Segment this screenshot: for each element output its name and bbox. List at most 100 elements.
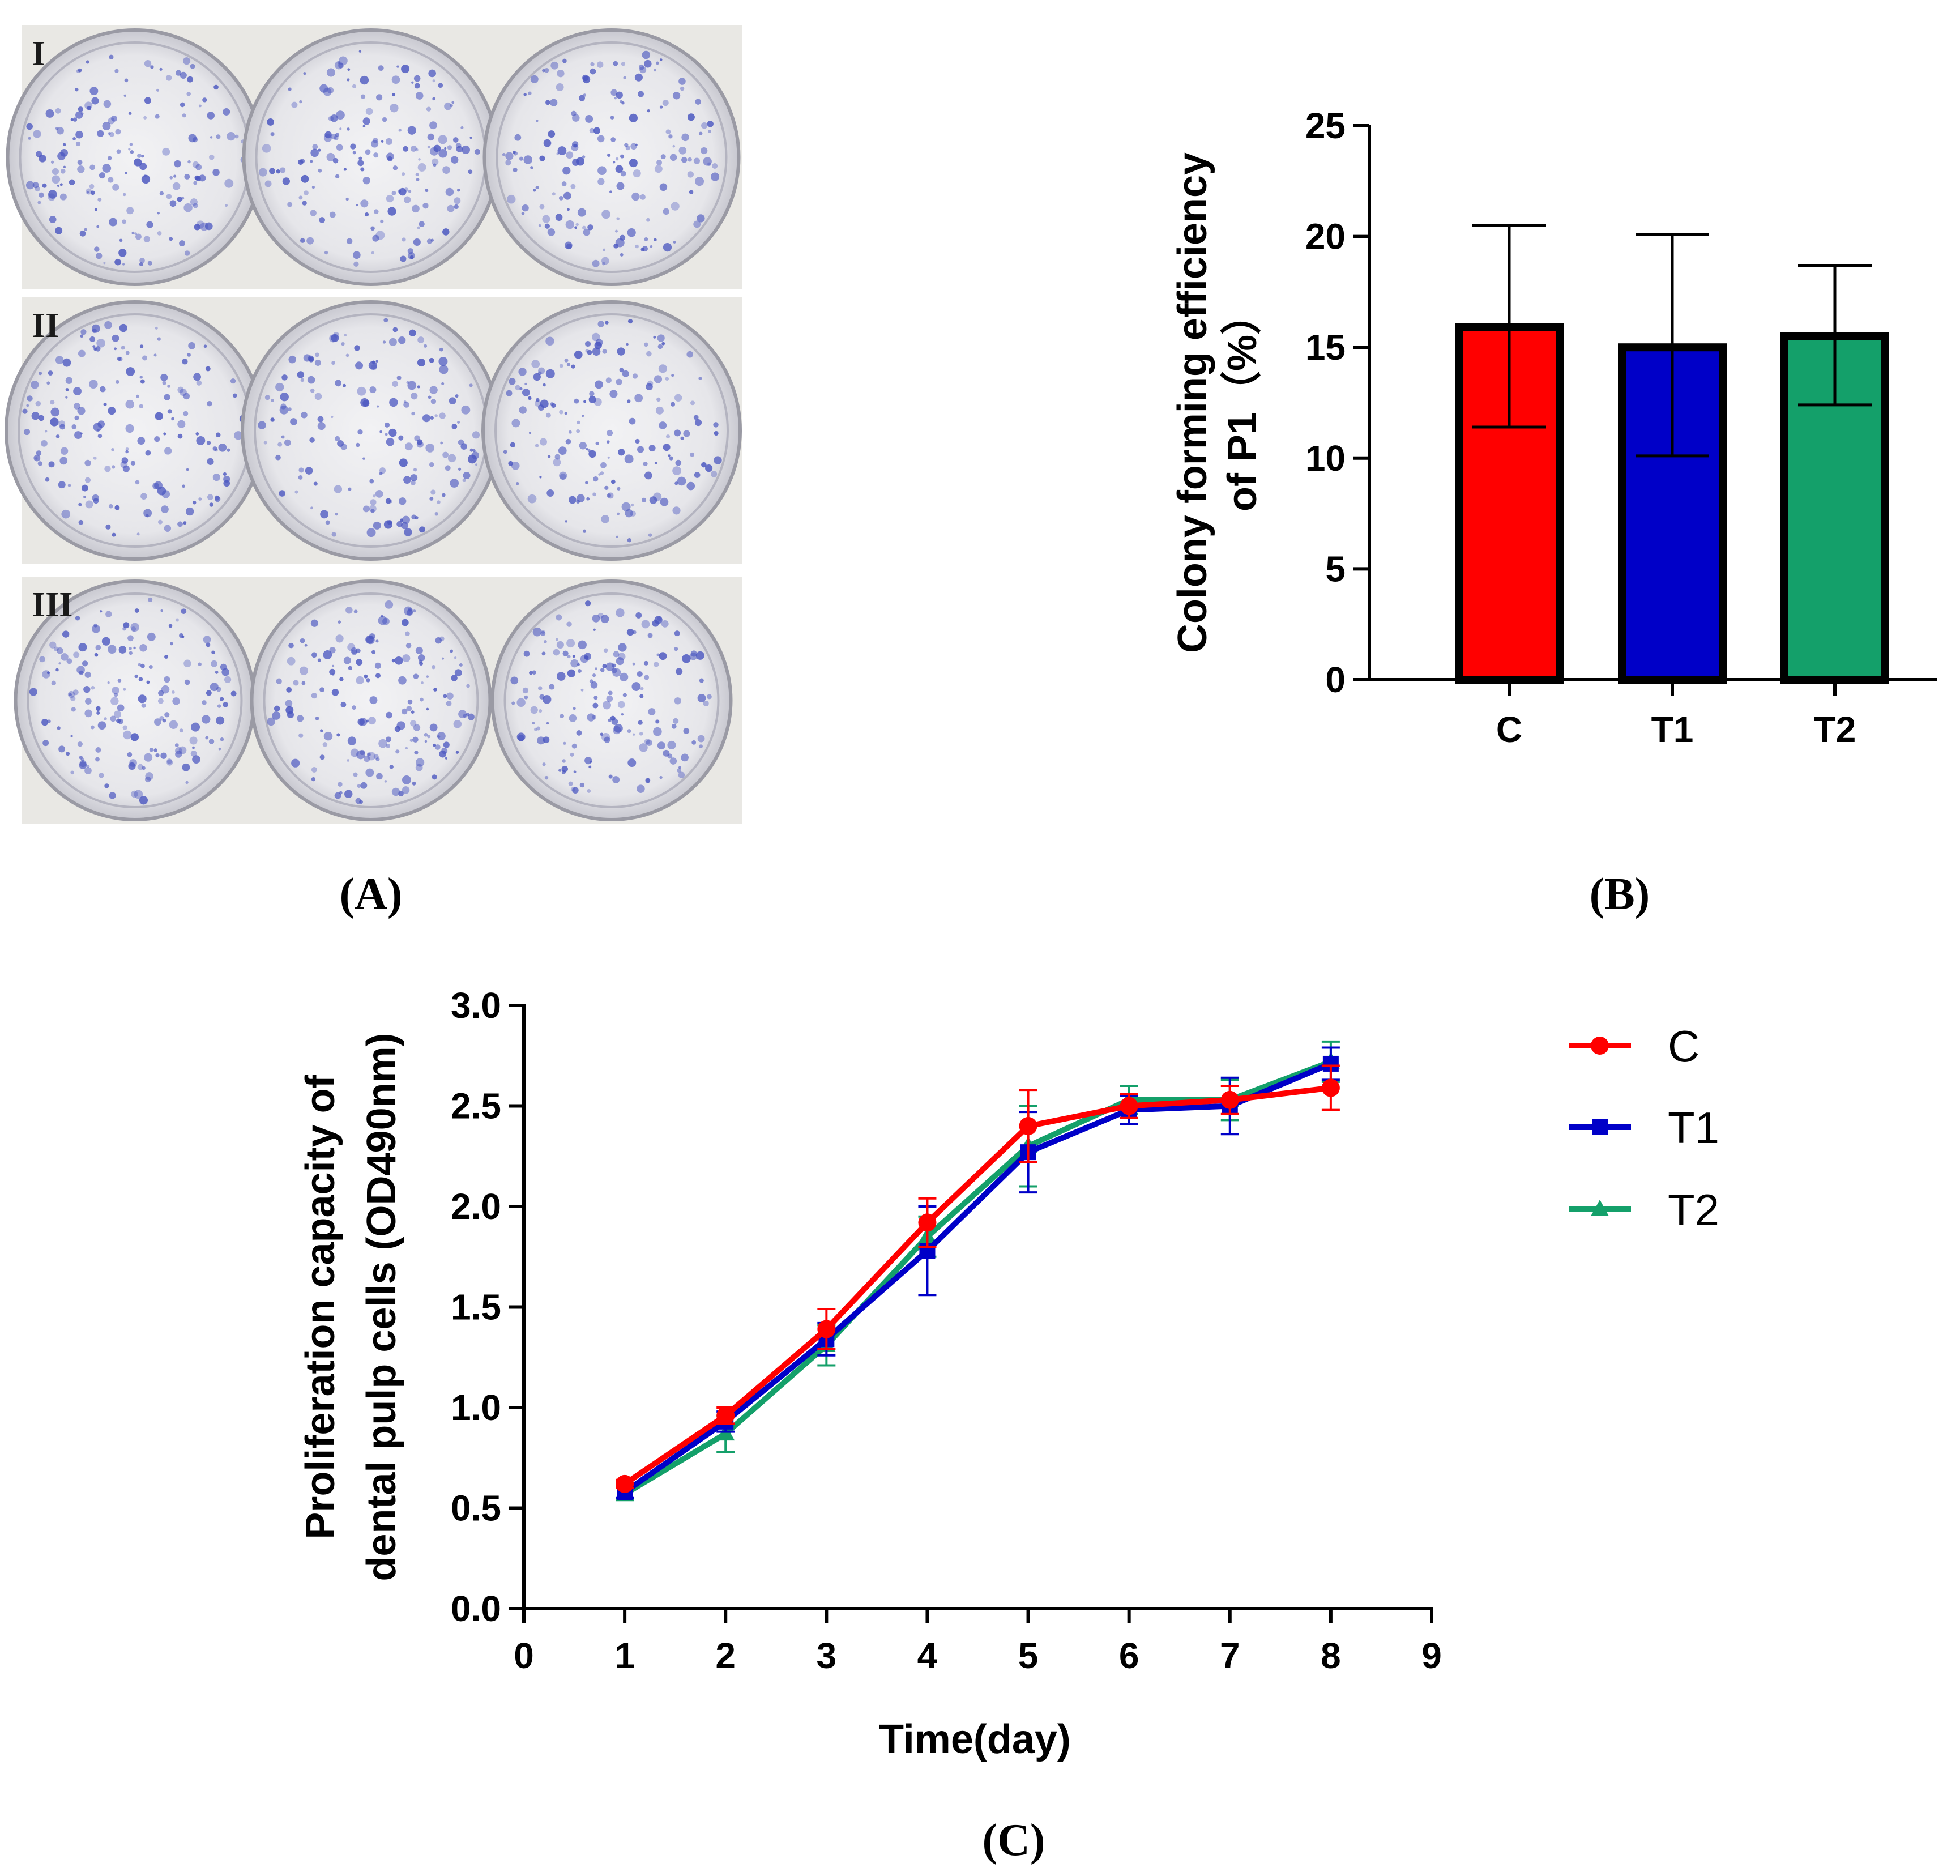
colony bbox=[462, 145, 470, 154]
row-label: II bbox=[32, 306, 59, 345]
colony bbox=[537, 736, 545, 745]
colony bbox=[123, 622, 130, 629]
colony bbox=[550, 61, 559, 70]
colony bbox=[629, 159, 638, 168]
colony bbox=[590, 681, 598, 689]
colony bbox=[565, 520, 567, 523]
colony bbox=[179, 389, 187, 396]
colony bbox=[76, 69, 80, 73]
colony bbox=[580, 688, 584, 692]
colony bbox=[352, 84, 357, 88]
colony bbox=[542, 69, 545, 73]
colony bbox=[279, 490, 285, 497]
colony bbox=[366, 719, 369, 723]
colony bbox=[680, 436, 684, 440]
colony bbox=[83, 495, 86, 498]
colony bbox=[455, 143, 462, 148]
colony bbox=[654, 662, 659, 667]
colony bbox=[329, 211, 336, 218]
colony bbox=[96, 339, 105, 348]
colony bbox=[48, 461, 55, 468]
colony bbox=[634, 73, 643, 82]
colony bbox=[379, 471, 383, 475]
colony bbox=[663, 749, 670, 757]
colony bbox=[585, 349, 589, 353]
colony bbox=[207, 458, 214, 465]
colony bbox=[162, 147, 170, 156]
colony bbox=[223, 702, 228, 707]
colony bbox=[678, 771, 685, 778]
colony bbox=[158, 690, 164, 696]
colony bbox=[410, 474, 418, 481]
colony bbox=[74, 431, 82, 440]
colony bbox=[199, 174, 206, 182]
colony bbox=[451, 424, 458, 429]
colony bbox=[216, 716, 225, 725]
colony bbox=[133, 646, 136, 650]
colony bbox=[104, 321, 112, 329]
colony bbox=[439, 412, 446, 419]
colony bbox=[45, 109, 54, 118]
colony bbox=[656, 61, 659, 65]
colony bbox=[317, 416, 324, 423]
colony bbox=[665, 434, 671, 439]
colony bbox=[654, 238, 657, 241]
colony bbox=[583, 93, 587, 97]
colony bbox=[505, 160, 511, 166]
colony bbox=[588, 765, 592, 769]
colony bbox=[155, 753, 160, 758]
colony bbox=[394, 656, 403, 665]
colony bbox=[185, 781, 189, 784]
colony bbox=[659, 421, 667, 429]
colony bbox=[45, 477, 50, 482]
colony bbox=[369, 386, 377, 394]
colony bbox=[211, 650, 215, 655]
colony bbox=[539, 155, 545, 161]
colony bbox=[163, 432, 166, 436]
colony bbox=[687, 171, 694, 178]
colony bbox=[152, 482, 159, 489]
colony bbox=[218, 747, 221, 751]
colony bbox=[38, 415, 45, 421]
colony bbox=[602, 664, 607, 668]
colony bbox=[183, 659, 191, 667]
colony bbox=[602, 349, 607, 354]
colony bbox=[713, 422, 719, 428]
colony bbox=[647, 633, 653, 638]
colony bbox=[149, 748, 153, 752]
colony bbox=[516, 732, 526, 741]
colony bbox=[48, 370, 53, 376]
colony bbox=[695, 177, 704, 186]
colony bbox=[592, 492, 596, 497]
colony bbox=[622, 693, 627, 697]
colony bbox=[442, 451, 449, 458]
colony bbox=[336, 110, 345, 120]
colony bbox=[566, 639, 575, 648]
colony bbox=[695, 651, 704, 660]
colony bbox=[325, 520, 330, 525]
colony bbox=[334, 792, 341, 799]
colony bbox=[607, 493, 611, 498]
colony bbox=[623, 76, 626, 80]
dish-inner-rim bbox=[503, 592, 720, 808]
colony bbox=[600, 615, 609, 624]
colony bbox=[386, 711, 392, 719]
colony bbox=[698, 744, 703, 749]
colony bbox=[159, 67, 163, 71]
colony bbox=[616, 182, 625, 190]
colony bbox=[429, 497, 434, 501]
colony bbox=[171, 690, 175, 694]
colony bbox=[572, 654, 575, 658]
colony bbox=[616, 657, 624, 666]
colony bbox=[275, 454, 281, 461]
colony bbox=[347, 127, 350, 131]
colony bbox=[429, 386, 438, 394]
colony bbox=[553, 649, 560, 656]
error-bar-T1 bbox=[1636, 233, 1709, 458]
colony bbox=[347, 736, 357, 745]
colony bbox=[365, 108, 373, 116]
colony bbox=[474, 148, 480, 155]
colony bbox=[102, 121, 111, 130]
colony bbox=[122, 219, 127, 224]
colony bbox=[612, 668, 621, 677]
